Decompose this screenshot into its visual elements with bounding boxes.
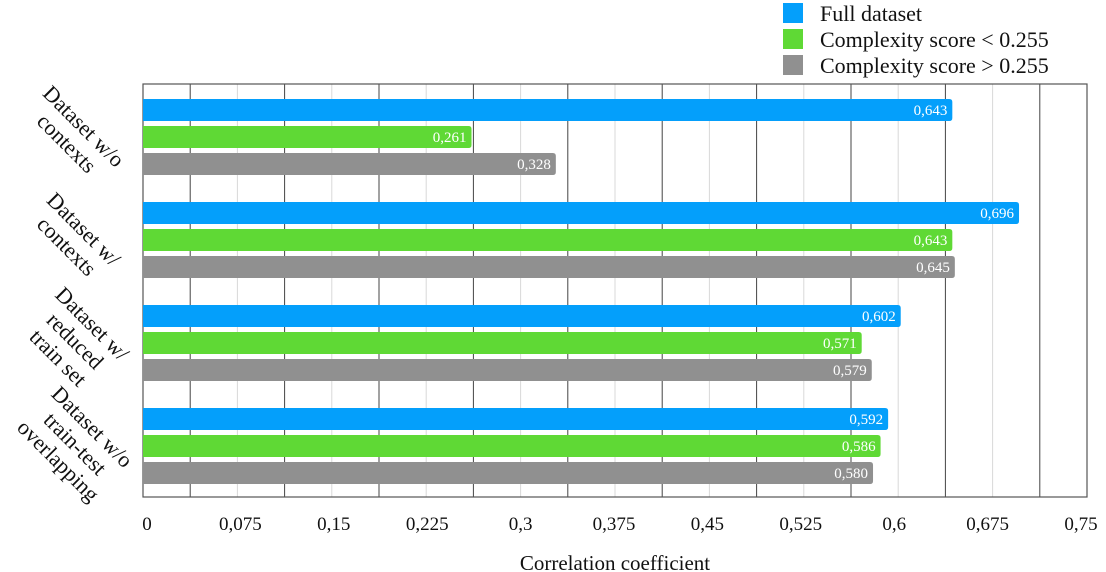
bar-value-label: 0,571 xyxy=(823,336,857,352)
bar xyxy=(143,359,872,381)
bar-value-label: 0,261 xyxy=(433,130,467,146)
bar-value-label: 0,586 xyxy=(842,439,876,455)
bar xyxy=(143,435,881,457)
bar xyxy=(143,408,889,430)
legend-swatch xyxy=(783,55,803,75)
bar xyxy=(143,99,953,121)
bar-value-label: 0,579 xyxy=(833,363,867,379)
legend-swatch xyxy=(783,29,803,49)
x-axis-label: Correlation coefficient xyxy=(520,551,710,572)
bar-value-label: 0,328 xyxy=(517,157,551,173)
bar xyxy=(143,462,874,484)
legend-label: Full dataset xyxy=(820,1,922,26)
bar-value-label: 0,643 xyxy=(914,103,948,119)
bar-value-label: 0,696 xyxy=(980,206,1014,222)
bar xyxy=(143,229,953,251)
bar xyxy=(143,305,901,327)
x-tick-label: 0,45 xyxy=(691,514,724,535)
bar-value-label: 0,592 xyxy=(849,412,883,428)
legend-label: Complexity score < 0.255 xyxy=(820,27,1049,52)
x-tick-label: 0,525 xyxy=(779,514,822,535)
legend-swatch xyxy=(783,3,803,23)
x-tick-label: 0,075 xyxy=(219,514,262,535)
x-tick-label: 0 xyxy=(142,514,152,535)
bar xyxy=(143,256,955,278)
bar-value-label: 0,602 xyxy=(862,309,896,325)
x-tick-label: 0,15 xyxy=(317,514,350,535)
x-tick-label: 0,675 xyxy=(966,514,1009,535)
bar-value-label: 0,580 xyxy=(834,466,868,482)
x-tick-label: 0,375 xyxy=(593,514,636,535)
x-tick-label: 0,6 xyxy=(882,514,906,535)
legend-label: Complexity score > 0.255 xyxy=(820,53,1049,78)
x-tick-label: 0,75 xyxy=(1064,514,1097,535)
bar xyxy=(143,126,472,148)
bar xyxy=(143,202,1020,224)
y-category-label: Dataset w/contexts xyxy=(32,187,126,281)
x-tick-label: 0,225 xyxy=(406,514,449,535)
bar-value-label: 0,645 xyxy=(916,260,950,276)
x-tick-label: 0,3 xyxy=(509,514,533,535)
bar-value-label: 0,643 xyxy=(914,233,948,249)
bar xyxy=(142,153,556,175)
plot-frame xyxy=(142,83,1088,498)
bar xyxy=(143,332,862,354)
